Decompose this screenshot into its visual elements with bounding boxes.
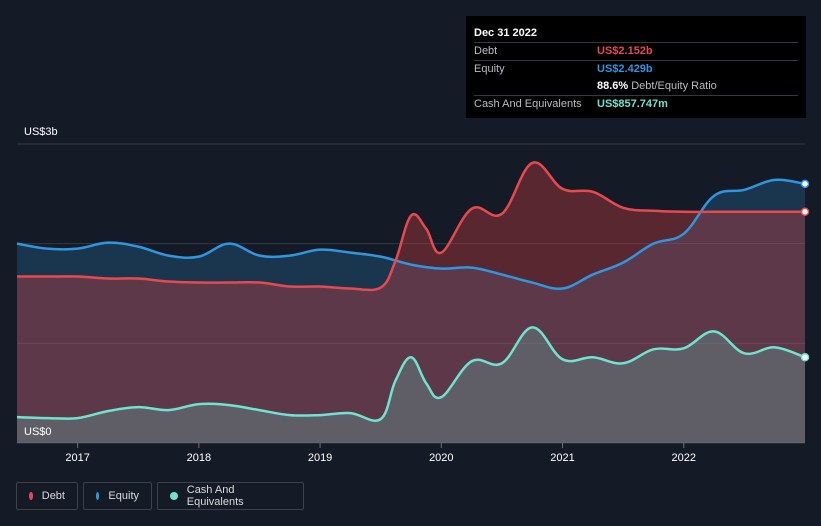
tooltip-row-ratio: 88.6% Debt/Equity Ratio (474, 78, 798, 95)
equity-area (17, 179, 805, 444)
cash-and-equivalents-area (17, 327, 805, 443)
grid-lines (17, 143, 805, 444)
legend-item-cash[interactable]: Cash And Equivalents (157, 482, 304, 510)
legend-equity-label: Equity (108, 490, 139, 502)
tooltip-equity-value: US$2.429b (597, 63, 653, 75)
y-axis-max-label: US$3b (24, 126, 58, 138)
legend-debt-label: Debt (41, 490, 65, 502)
tooltip-ratio-value: 88.6% (597, 80, 629, 92)
x-tick-label: 2017 (65, 452, 89, 464)
legend-item-equity[interactable]: Equity (83, 482, 152, 510)
tooltip-cash-label: Cash And Equivalents (474, 98, 582, 110)
debt-area (17, 162, 805, 444)
tooltip-equity-label: Equity (474, 63, 505, 75)
legend-cash-label: Cash And Equivalents (186, 484, 244, 508)
cash-dot-icon (170, 492, 178, 500)
tooltip-ratio-label: Debt/Equity Ratio (631, 80, 717, 92)
debt-dot-icon (29, 492, 33, 500)
debt-end-marker (800, 207, 810, 217)
end-markers (800, 179, 810, 362)
x-tick-label: 2021 (550, 452, 574, 464)
x-tick-label: 2019 (308, 452, 332, 464)
debt-line (17, 161, 805, 292)
cash-and-equivalents-end-marker (800, 353, 810, 362)
cash-and-equivalents-line (16, 326, 806, 422)
tooltip-row-debt: Debt US$2.152b (474, 42, 798, 60)
series-areas (17, 162, 805, 444)
equity-line (16, 178, 806, 291)
x-axis-ticks: 2017 2018 2019 2020 2021 2022 (65, 443, 696, 464)
tooltip-row-equity: Equity US$2.429b (474, 60, 798, 78)
equity-dot-icon (96, 492, 100, 500)
x-tick-label: 2018 (187, 452, 211, 464)
tooltip-debt-value: US$2.152b (597, 45, 653, 57)
x-tick-label: 2022 (672, 452, 696, 464)
x-tick-label: 2020 (429, 452, 453, 464)
data-tooltip: Dec 31 2022 Debt US$2.152b Equity US$2.4… (466, 16, 806, 118)
tooltip-row-cash: Cash And Equivalents US$857.747m (474, 95, 798, 113)
y-axis-min-label: US$0 (24, 426, 52, 438)
equity-end-marker (800, 179, 810, 189)
tooltip-debt-label: Debt (474, 45, 498, 57)
series-lines (16, 161, 806, 422)
tooltip-date: Dec 31 2022 (474, 27, 537, 39)
legend-item-debt[interactable]: Debt (16, 482, 78, 510)
tooltip-cash-value: US$857.747m (597, 98, 668, 110)
